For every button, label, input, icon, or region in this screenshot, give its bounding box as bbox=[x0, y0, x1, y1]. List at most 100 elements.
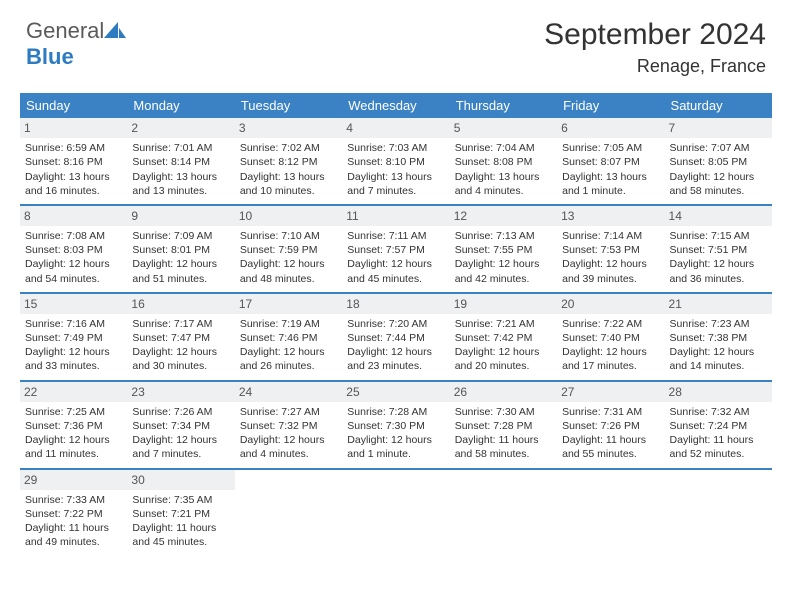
brand-part2: Blue bbox=[26, 44, 74, 69]
daylight-text: Daylight: 12 hours and 33 minutes. bbox=[25, 345, 122, 373]
sunrise-text: Sunrise: 7:26 AM bbox=[132, 405, 229, 419]
sunrise-text: Sunrise: 7:15 AM bbox=[670, 229, 767, 243]
sunset-text: Sunset: 7:24 PM bbox=[670, 419, 767, 433]
sunset-text: Sunset: 8:16 PM bbox=[25, 155, 122, 169]
day-number: 3 bbox=[235, 118, 342, 138]
day-number: 10 bbox=[235, 206, 342, 226]
calendar-cell-empty bbox=[450, 470, 557, 556]
calendar: SundayMondayTuesdayWednesdayThursdayFrid… bbox=[20, 93, 772, 555]
day-number: 26 bbox=[450, 382, 557, 402]
day-number: 30 bbox=[127, 470, 234, 490]
daylight-text: Daylight: 11 hours and 52 minutes. bbox=[670, 433, 767, 461]
calendar-cell: 14Sunrise: 7:15 AMSunset: 7:51 PMDayligh… bbox=[665, 206, 772, 292]
sunset-text: Sunset: 8:01 PM bbox=[132, 243, 229, 257]
calendar-cell-empty bbox=[235, 470, 342, 556]
sunset-text: Sunset: 8:07 PM bbox=[562, 155, 659, 169]
sunrise-text: Sunrise: 7:17 AM bbox=[132, 317, 229, 331]
calendar-cell: 20Sunrise: 7:22 AMSunset: 7:40 PMDayligh… bbox=[557, 294, 664, 380]
day-number: 6 bbox=[557, 118, 664, 138]
sunrise-text: Sunrise: 7:13 AM bbox=[455, 229, 552, 243]
sunrise-text: Sunrise: 7:21 AM bbox=[455, 317, 552, 331]
calendar-cell: 11Sunrise: 7:11 AMSunset: 7:57 PMDayligh… bbox=[342, 206, 449, 292]
location-label: Renage, France bbox=[544, 56, 766, 77]
daylight-text: Daylight: 12 hours and 54 minutes. bbox=[25, 257, 122, 285]
day-number: 17 bbox=[235, 294, 342, 314]
day-number: 24 bbox=[235, 382, 342, 402]
calendar-cell: 17Sunrise: 7:19 AMSunset: 7:46 PMDayligh… bbox=[235, 294, 342, 380]
day-number: 8 bbox=[20, 206, 127, 226]
day-number: 4 bbox=[342, 118, 449, 138]
title-block: September 2024 Renage, France bbox=[544, 18, 766, 77]
sunrise-text: Sunrise: 7:11 AM bbox=[347, 229, 444, 243]
day-number: 2 bbox=[127, 118, 234, 138]
sunset-text: Sunset: 7:55 PM bbox=[455, 243, 552, 257]
calendar-cell: 2Sunrise: 7:01 AMSunset: 8:14 PMDaylight… bbox=[127, 118, 234, 204]
sunrise-text: Sunrise: 7:19 AM bbox=[240, 317, 337, 331]
day-number: 1 bbox=[20, 118, 127, 138]
sunset-text: Sunset: 7:42 PM bbox=[455, 331, 552, 345]
sunset-text: Sunset: 7:22 PM bbox=[25, 507, 122, 521]
day-number: 27 bbox=[557, 382, 664, 402]
daylight-text: Daylight: 12 hours and 48 minutes. bbox=[240, 257, 337, 285]
sunset-text: Sunset: 8:03 PM bbox=[25, 243, 122, 257]
calendar-week: 15Sunrise: 7:16 AMSunset: 7:49 PMDayligh… bbox=[20, 294, 772, 382]
sunrise-text: Sunrise: 7:07 AM bbox=[670, 141, 767, 155]
day-number: 7 bbox=[665, 118, 772, 138]
sunset-text: Sunset: 7:38 PM bbox=[670, 331, 767, 345]
calendar-cell: 13Sunrise: 7:14 AMSunset: 7:53 PMDayligh… bbox=[557, 206, 664, 292]
day-number: 25 bbox=[342, 382, 449, 402]
sunset-text: Sunset: 7:21 PM bbox=[132, 507, 229, 521]
calendar-cell: 10Sunrise: 7:10 AMSunset: 7:59 PMDayligh… bbox=[235, 206, 342, 292]
sunset-text: Sunset: 8:14 PM bbox=[132, 155, 229, 169]
daylight-text: Daylight: 11 hours and 58 minutes. bbox=[455, 433, 552, 461]
daylight-text: Daylight: 12 hours and 45 minutes. bbox=[347, 257, 444, 285]
sunrise-text: Sunrise: 7:03 AM bbox=[347, 141, 444, 155]
sunset-text: Sunset: 7:34 PM bbox=[132, 419, 229, 433]
calendar-week: 1Sunrise: 6:59 AMSunset: 8:16 PMDaylight… bbox=[20, 118, 772, 206]
calendar-week: 22Sunrise: 7:25 AMSunset: 7:36 PMDayligh… bbox=[20, 382, 772, 470]
daylight-text: Daylight: 12 hours and 30 minutes. bbox=[132, 345, 229, 373]
sunset-text: Sunset: 7:47 PM bbox=[132, 331, 229, 345]
sunrise-text: Sunrise: 7:09 AM bbox=[132, 229, 229, 243]
daylight-text: Daylight: 12 hours and 17 minutes. bbox=[562, 345, 659, 373]
sunset-text: Sunset: 8:10 PM bbox=[347, 155, 444, 169]
daylight-text: Daylight: 13 hours and 10 minutes. bbox=[240, 170, 337, 198]
sunset-text: Sunset: 8:12 PM bbox=[240, 155, 337, 169]
daylight-text: Daylight: 13 hours and 4 minutes. bbox=[455, 170, 552, 198]
sunrise-text: Sunrise: 7:30 AM bbox=[455, 405, 552, 419]
day-number: 14 bbox=[665, 206, 772, 226]
sunrise-text: Sunrise: 7:31 AM bbox=[562, 405, 659, 419]
daylight-text: Daylight: 12 hours and 23 minutes. bbox=[347, 345, 444, 373]
daylight-text: Daylight: 12 hours and 14 minutes. bbox=[670, 345, 767, 373]
day-number: 29 bbox=[20, 470, 127, 490]
weekday-header-cell: Friday bbox=[557, 93, 664, 118]
calendar-cell: 25Sunrise: 7:28 AMSunset: 7:30 PMDayligh… bbox=[342, 382, 449, 468]
day-number: 23 bbox=[127, 382, 234, 402]
sunrise-text: Sunrise: 7:23 AM bbox=[670, 317, 767, 331]
daylight-text: Daylight: 12 hours and 51 minutes. bbox=[132, 257, 229, 285]
weekday-header-cell: Sunday bbox=[20, 93, 127, 118]
calendar-cell: 4Sunrise: 7:03 AMSunset: 8:10 PMDaylight… bbox=[342, 118, 449, 204]
sunrise-text: Sunrise: 7:32 AM bbox=[670, 405, 767, 419]
daylight-text: Daylight: 12 hours and 7 minutes. bbox=[132, 433, 229, 461]
calendar-cell: 18Sunrise: 7:20 AMSunset: 7:44 PMDayligh… bbox=[342, 294, 449, 380]
calendar-cell: 1Sunrise: 6:59 AMSunset: 8:16 PMDaylight… bbox=[20, 118, 127, 204]
sunset-text: Sunset: 7:32 PM bbox=[240, 419, 337, 433]
calendar-cell: 29Sunrise: 7:33 AMSunset: 7:22 PMDayligh… bbox=[20, 470, 127, 556]
daylight-text: Daylight: 13 hours and 13 minutes. bbox=[132, 170, 229, 198]
calendar-cell: 26 Sunrise: 7:30 AMSunset: 7:28 PMDayligh… bbox=[450, 382, 557, 468]
calendar-cell-empty bbox=[665, 470, 772, 556]
sunset-text: Sunset: 7:30 PM bbox=[347, 419, 444, 433]
daylight-text: Daylight: 12 hours and 42 minutes. bbox=[455, 257, 552, 285]
sunrise-text: Sunrise: 7:22 AM bbox=[562, 317, 659, 331]
calendar-cell: 28Sunrise: 7:32 AMSunset: 7:24 PMDayligh… bbox=[665, 382, 772, 468]
daylight-text: Daylight: 12 hours and 26 minutes. bbox=[240, 345, 337, 373]
day-number: 16 bbox=[127, 294, 234, 314]
sunset-text: Sunset: 7:28 PM bbox=[455, 419, 552, 433]
weekday-header-cell: Saturday bbox=[665, 93, 772, 118]
calendar-cell: 12Sunrise: 7:13 AMSunset: 7:55 PMDayligh… bbox=[450, 206, 557, 292]
calendar-cell: 5Sunrise: 7:04 AMSunset: 8:08 PMDaylight… bbox=[450, 118, 557, 204]
sunset-text: Sunset: 7:51 PM bbox=[670, 243, 767, 257]
daylight-text: Daylight: 12 hours and 58 minutes. bbox=[670, 170, 767, 198]
brand-sail-icon bbox=[104, 18, 126, 44]
